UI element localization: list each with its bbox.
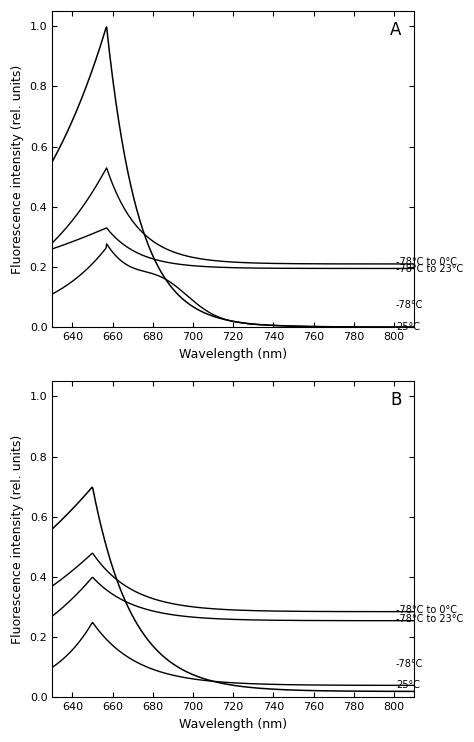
X-axis label: Wavelength (nm): Wavelength (nm) [179,347,287,361]
Text: A: A [390,21,401,39]
Text: 25°C: 25°C [396,680,420,689]
X-axis label: Wavelength (nm): Wavelength (nm) [179,718,287,731]
Text: -78°C: -78°C [396,300,423,309]
Y-axis label: Fluorescence intensity (rel. units): Fluorescence intensity (rel. units) [11,65,24,274]
Y-axis label: Fluorescence intensity (rel. units): Fluorescence intensity (rel. units) [11,435,24,644]
Text: 25°C: 25°C [396,321,420,332]
Text: B: B [390,391,401,409]
Text: -78°C to 0°C: -78°C to 0°C [396,257,457,267]
Text: -78°C to 23°C: -78°C to 23°C [396,614,463,624]
Text: -78°C to 23°C: -78°C to 23°C [396,264,463,274]
Text: -78°C to 0°C: -78°C to 0°C [396,605,457,614]
Text: -78°C: -78°C [396,660,423,669]
